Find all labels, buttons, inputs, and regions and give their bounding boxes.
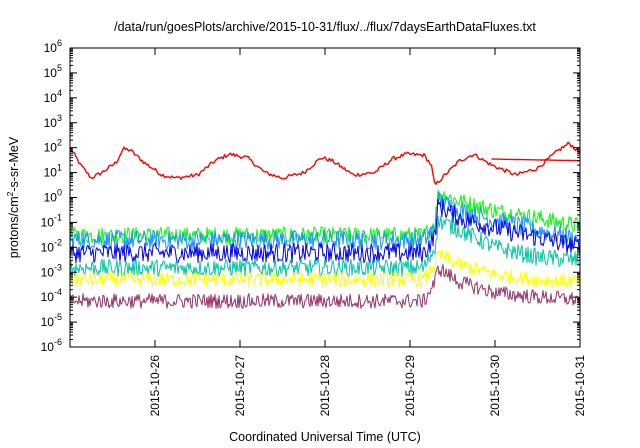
series-line [491, 158, 580, 162]
y-axis: 10-6 10-5 10-4 10-3 10-2 10-1 100 101 102 103 104 1… [41, 38, 580, 354]
y-tick-label: 106 [44, 38, 62, 55]
series-line [69, 141, 581, 185]
chart-title: /data/run/goesPlots/archive/2015-10-31/f… [114, 20, 536, 34]
y-tick-label: 10-4 [41, 287, 62, 304]
y-axis-title: protons/cm2-s-sr-MeV [5, 136, 21, 258]
x-tick-label: 2015-10-26 [148, 355, 162, 417]
series-line [69, 198, 581, 264]
y-tick-label: 105 [44, 63, 62, 80]
x-axis: 2015-10-26 2015-10-27 2015-10-28 2015-10-29… [148, 48, 587, 416]
y-tick-label: 102 [44, 138, 62, 155]
y-tick-label: 10-6 [41, 337, 62, 354]
series-layer [69, 141, 581, 309]
x-tick-label: 2015-10-27 [233, 355, 247, 417]
series-line [69, 249, 581, 289]
y-tick-label: 100 [44, 188, 62, 205]
x-tick-label: 2015-10-28 [318, 355, 332, 417]
y-tick-label: 10-5 [41, 312, 62, 329]
x-tick-label: 2015-10-30 [488, 355, 502, 417]
y-axis-title-exponent: 2 [5, 191, 15, 196]
x-tick-label: 2015-10-31 [573, 355, 587, 417]
series-line [69, 264, 581, 309]
y-tick-label: 101 [44, 163, 62, 180]
y-tick-label: 10-3 [41, 262, 62, 279]
x-tick-label: 2015-10-29 [403, 355, 417, 417]
x-axis-title: Coordinated Universal Time (UTC) [229, 430, 421, 444]
y-tick-label: 104 [44, 88, 62, 105]
series-line [69, 215, 581, 278]
y-tick-label: 10-1 [41, 212, 62, 229]
y-tick-label: 10-2 [41, 237, 62, 254]
y-tick-label: 103 [44, 113, 62, 130]
y-axis-title-rest: -s-sr-MeV [7, 136, 21, 192]
y-axis-title-base: protons/cm [7, 196, 21, 258]
